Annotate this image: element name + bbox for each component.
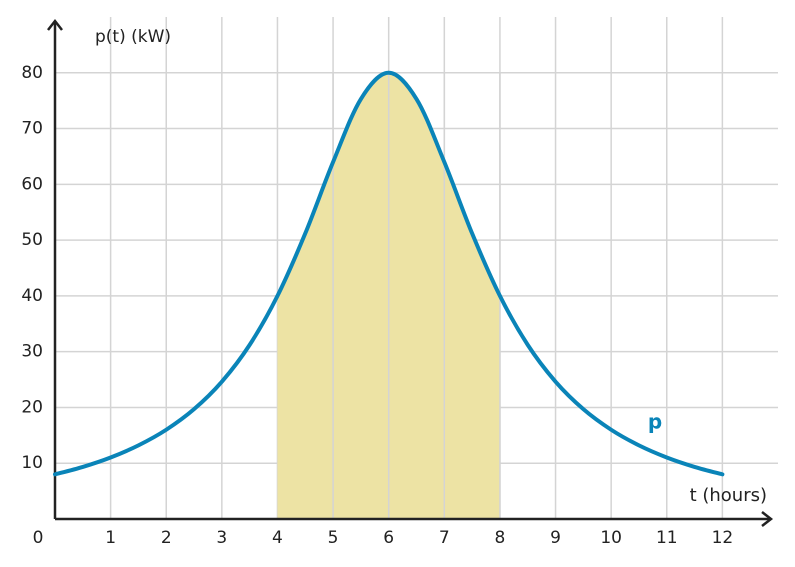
series-label: p xyxy=(648,410,662,434)
x-tick-label: 4 xyxy=(272,528,283,548)
y-tick-label: 60 xyxy=(21,174,43,194)
y-tick-label: 10 xyxy=(21,453,43,473)
x-tick-label: 0 xyxy=(33,528,44,548)
line xyxy=(53,70,725,477)
x-tick-label: 3 xyxy=(216,528,227,548)
y-tick-label: 20 xyxy=(21,397,43,417)
y-tick-label: 70 xyxy=(21,119,43,139)
y-axis-arrow xyxy=(47,18,63,31)
background-layer xyxy=(55,17,778,520)
y-tick-label: 40 xyxy=(21,286,43,306)
x-tick-label: 9 xyxy=(550,528,561,548)
y-tick-label: 50 xyxy=(21,230,43,250)
x-tick-label: 7 xyxy=(439,528,450,548)
y-tick-label: 80 xyxy=(21,63,43,83)
x-tick-label: 10 xyxy=(600,528,622,548)
x-tick-label: 11 xyxy=(656,528,678,548)
x-tick-label: 5 xyxy=(328,528,339,548)
x-tick-label: 2 xyxy=(161,528,172,548)
x-axis-arrow xyxy=(761,511,774,527)
y-tick-label: 30 xyxy=(21,342,43,362)
y-axis-label: p(t) (kW) xyxy=(95,27,171,47)
x-tick-label: 6 xyxy=(383,528,394,548)
x-tick-label: 12 xyxy=(712,528,734,548)
x-axis-label: t (hours) xyxy=(690,485,767,506)
x-tick-label: 1 xyxy=(105,528,116,548)
x-tick-label: 8 xyxy=(495,528,506,548)
